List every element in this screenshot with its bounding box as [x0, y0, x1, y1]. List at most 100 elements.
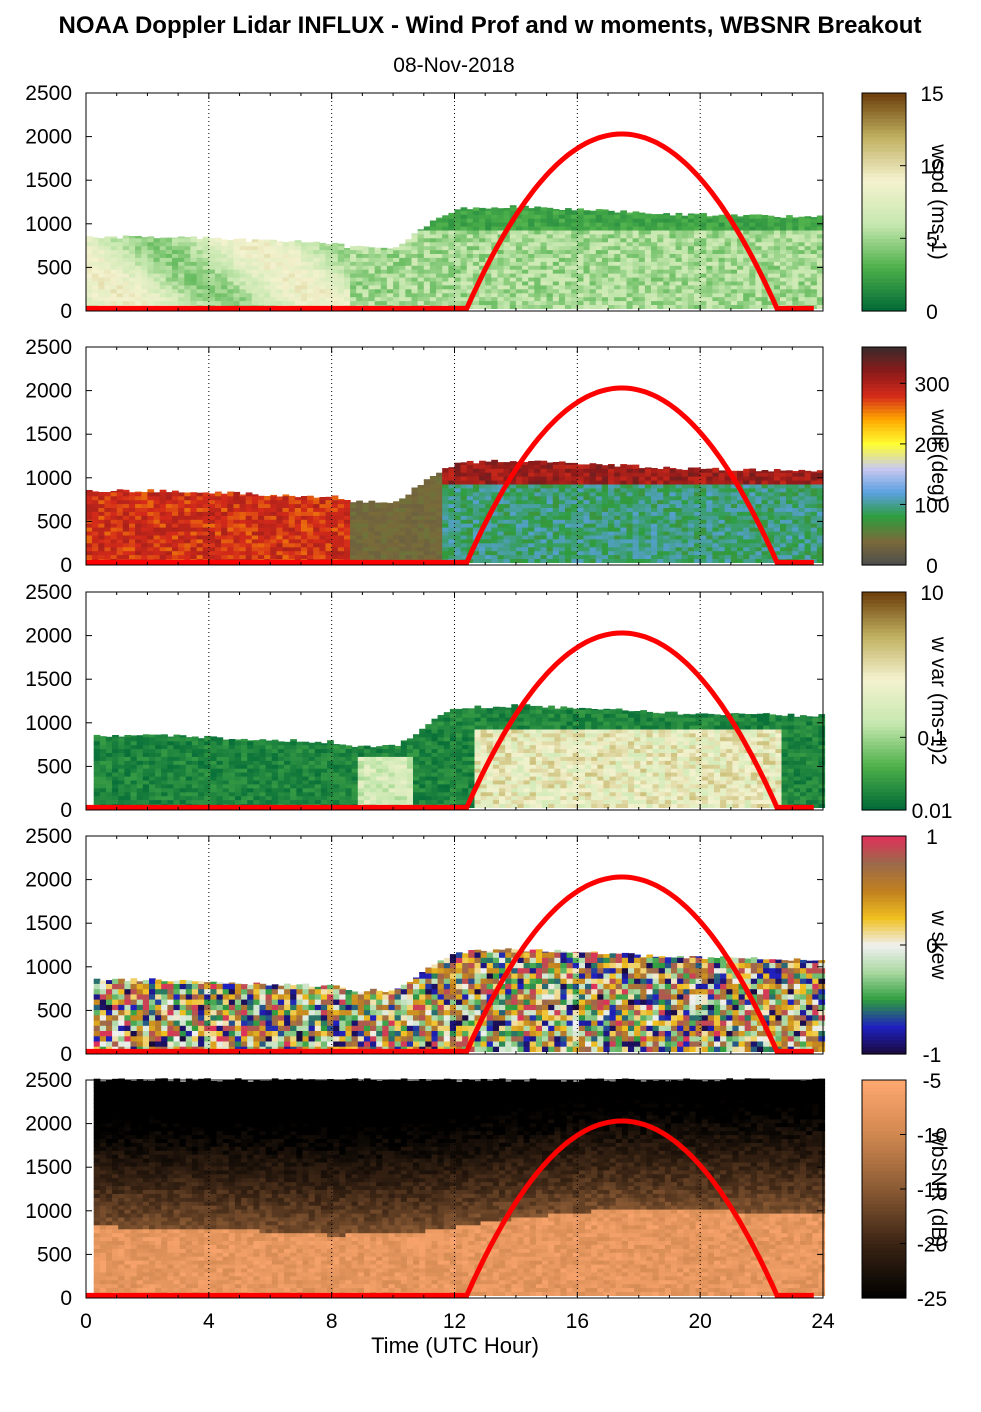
heatmap-cell	[718, 546, 726, 552]
heatmap-cell	[190, 546, 198, 552]
heatmap-cell	[454, 292, 462, 298]
heatmap-cell	[399, 499, 406, 505]
heatmap-cell	[546, 550, 554, 556]
heatmap-cell	[147, 519, 155, 524]
heatmap-cell	[380, 257, 388, 262]
heatmap-cell	[614, 531, 621, 536]
heatmap-cell	[528, 464, 535, 469]
heatmap-cell	[608, 464, 615, 469]
heatmap-cell	[558, 249, 566, 254]
heatmap-cell	[491, 546, 498, 552]
heatmap-cell	[147, 300, 155, 305]
heatmap-cell	[202, 519, 210, 524]
heatmap-cell	[368, 542, 376, 548]
heatmap-cell	[98, 284, 105, 290]
heatmap-cell	[718, 249, 726, 254]
heatmap-cell	[700, 519, 707, 524]
y-tick-label: 500	[37, 256, 72, 279]
heatmap-cell	[294, 240, 302, 243]
heatmap-cell	[294, 503, 302, 508]
heatmap-cell	[724, 558, 732, 563]
heatmap-cell	[743, 277, 750, 282]
heatmap-cell	[374, 531, 382, 536]
heatmap-cell	[712, 503, 720, 508]
heatmap-cell	[644, 261, 652, 266]
heatmap-cell	[497, 476, 505, 481]
heatmap-cell	[601, 253, 609, 258]
heatmap-cell	[466, 277, 474, 282]
heatmap-cell	[515, 558, 523, 563]
heatmap-cell	[583, 233, 591, 239]
heatmap-cell	[565, 464, 572, 469]
heatmap-cell	[178, 273, 185, 278]
heatmap-cell	[681, 265, 689, 270]
heatmap-cell	[374, 507, 382, 512]
heatmap-cell	[681, 257, 689, 262]
heatmap-cell	[558, 538, 566, 544]
heatmap-cell	[540, 511, 548, 516]
heatmap-cell	[780, 284, 787, 290]
heatmap-cell	[786, 257, 793, 262]
heatmap-cell	[153, 249, 161, 254]
heatmap-cell	[208, 300, 216, 305]
heatmap-cell	[509, 495, 517, 501]
heatmap-cell	[687, 273, 695, 278]
heatmap-cell	[718, 280, 726, 286]
heatmap-cell	[608, 233, 615, 239]
heatmap-cell	[595, 542, 603, 548]
heatmap-cell	[632, 211, 640, 215]
heatmap-cell	[442, 215, 449, 219]
heatmap-cell	[700, 499, 707, 505]
heatmap-cell	[515, 241, 523, 247]
heatmap-cell	[239, 288, 247, 294]
heatmap-cell	[172, 519, 179, 524]
heatmap-cell	[565, 542, 572, 548]
heatmap-cell	[663, 261, 670, 266]
heatmap-cell	[798, 265, 806, 270]
heatmap-cell	[258, 257, 265, 262]
heatmap-cell	[546, 468, 554, 473]
heatmap-cell	[141, 523, 148, 528]
heatmap-cell	[651, 495, 658, 501]
heatmap-cell	[522, 210, 529, 215]
heatmap-cell	[681, 237, 689, 243]
heatmap-cell	[472, 273, 480, 278]
heatmap-cell	[638, 558, 646, 563]
heatmap-cell	[687, 476, 695, 481]
heatmap-cell	[417, 277, 425, 282]
heatmap-cell	[172, 515, 179, 520]
heatmap-cell	[595, 464, 603, 469]
heatmap-cell	[86, 527, 93, 532]
heatmap-cell	[565, 472, 572, 477]
heatmap-cell	[208, 550, 216, 556]
heatmap-cell	[104, 241, 112, 247]
heatmap-cell	[239, 284, 247, 290]
heatmap-cell	[509, 515, 517, 520]
heatmap-cell	[681, 554, 689, 559]
heatmap-cell	[380, 534, 388, 540]
heatmap-cell	[540, 531, 548, 536]
heatmap-cell	[227, 519, 234, 524]
heatmap-cell	[724, 288, 732, 294]
heatmap-cell	[577, 538, 584, 544]
heatmap-cell	[399, 538, 406, 544]
heatmap-cell	[669, 300, 677, 305]
heatmap-cell	[497, 519, 505, 524]
heatmap-cell	[196, 554, 204, 559]
heatmap-cell	[337, 523, 345, 528]
heatmap-cell	[110, 542, 118, 548]
heatmap-cell	[485, 558, 492, 563]
heatmap-cell	[694, 214, 701, 219]
heatmap-cell	[405, 253, 413, 258]
heatmap-cell	[245, 519, 253, 524]
heatmap-cell	[251, 534, 259, 540]
heatmap-cell	[595, 554, 603, 559]
heatmap-cell	[786, 237, 793, 243]
heatmap-cell	[380, 531, 388, 536]
heatmap-cell	[251, 527, 259, 532]
heatmap-cell	[153, 515, 161, 520]
heatmap-cell	[773, 233, 781, 239]
heatmap-cell	[104, 237, 112, 243]
heatmap-cell	[509, 296, 517, 302]
heatmap-cell	[362, 292, 370, 298]
